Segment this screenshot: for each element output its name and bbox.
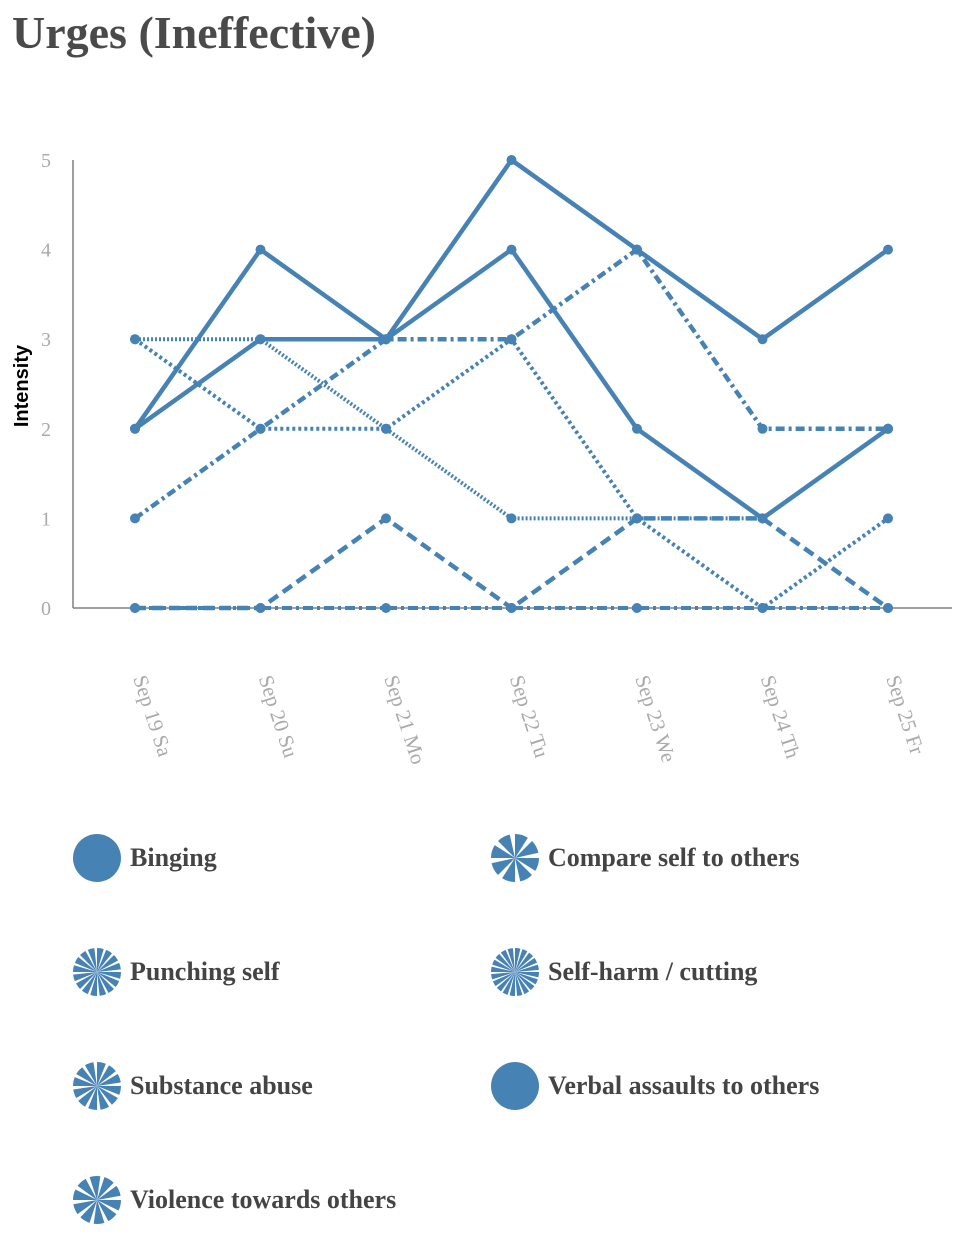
legend-item[interactable]: Violence towards others — [72, 1172, 396, 1228]
data-point — [757, 603, 768, 613]
data-point — [255, 603, 266, 613]
chart-title: Urges (Ineffective) — [12, 7, 376, 58]
data-point — [632, 513, 642, 524]
x-tick-label: Sep 24 Th — [756, 672, 806, 762]
legend-label: Substance abuse — [130, 1071, 313, 1100]
data-point — [130, 603, 140, 613]
series-line — [135, 337, 890, 521]
data-point — [883, 603, 893, 613]
data-point — [130, 423, 140, 434]
data-point — [506, 603, 517, 613]
x-axis: Sep 19 Sa Sep 20 Su Sep 21 Mo Sep 22 Tu Sep … — [128, 672, 929, 767]
series-line — [132, 157, 891, 432]
y-tick-label: 4 — [41, 240, 51, 262]
legend: Binging Compare self to others Punching se… — [0, 820, 962, 1240]
y-axis: 0 1 2 3 4 5 — [41, 150, 952, 620]
y-tick-label: 1 — [41, 508, 51, 530]
legend-label: Verbal assaults to others — [548, 1071, 820, 1100]
series-line — [133, 247, 888, 521]
data-point — [381, 513, 391, 524]
series-points — [130, 155, 893, 613]
series-line — [135, 516, 890, 611]
data-point — [506, 334, 517, 345]
x-tick-label: Sep 20 Su — [254, 672, 303, 761]
legend-marker-icon — [491, 834, 539, 882]
x-tick-label: Sep 23 We — [630, 672, 681, 765]
y-axis-label: Intensity — [11, 344, 33, 427]
legend-item[interactable]: Compare self to others — [490, 830, 800, 886]
data-point — [757, 513, 768, 524]
x-tick-label: Sep 25 Fr — [881, 672, 929, 757]
series-lines — [132, 157, 891, 611]
y-tick-label: 0 — [41, 598, 51, 620]
legend-marker-icon — [491, 1062, 539, 1110]
data-point — [506, 513, 517, 524]
legend-label: Punching self — [130, 957, 280, 986]
data-point — [255, 423, 266, 434]
data-point — [506, 244, 517, 255]
y-tick-label: 3 — [41, 329, 51, 351]
data-point — [130, 513, 140, 524]
legend-item[interactable]: Verbal assaults to others — [490, 1058, 819, 1114]
data-point — [632, 423, 642, 434]
legend-label: Compare self to others — [548, 843, 800, 872]
legend-label: Binging — [130, 843, 217, 872]
legend-item[interactable]: Self-harm / cutting — [490, 944, 757, 1000]
data-point — [757, 334, 768, 345]
data-point — [632, 244, 642, 255]
data-point — [883, 244, 893, 255]
legend-label: Self-harm / cutting — [548, 957, 758, 986]
data-point — [381, 423, 391, 434]
data-point — [883, 513, 893, 524]
legend-item[interactable]: Punching self — [72, 944, 280, 1000]
data-point — [757, 423, 768, 434]
data-point — [883, 423, 893, 434]
y-tick-label: 5 — [41, 150, 51, 172]
x-tick-label: Sep 22 Tu — [505, 672, 554, 761]
legend-item[interactable]: Binging — [72, 830, 217, 886]
legend-marker-icon — [491, 948, 539, 996]
data-point — [381, 603, 391, 613]
data-point — [255, 244, 266, 255]
y-tick-label: 2 — [41, 419, 51, 441]
data-point — [255, 334, 266, 345]
legend-item[interactable]: Substance abuse — [72, 1058, 313, 1114]
data-point — [506, 155, 517, 165]
legend-marker-icon — [73, 1175, 121, 1225]
data-point — [130, 334, 140, 345]
legend-marker-icon — [73, 1062, 121, 1110]
legend-marker-icon — [72, 948, 121, 996]
legend-marker-icon — [73, 834, 121, 882]
line-chart: 0 1 2 3 4 5 Sep 19 Sa Sep 20 Su Sep 21 Mo Sep 22… — [11, 150, 952, 767]
data-point — [632, 603, 642, 613]
series-line — [133, 337, 890, 610]
legend-label: Violence towards others — [130, 1185, 397, 1214]
x-tick-label: Sep 21 Mo — [379, 672, 430, 767]
series-line — [132, 247, 891, 521]
data-point — [381, 334, 391, 345]
x-tick-label: Sep 19 Sa — [128, 672, 177, 760]
